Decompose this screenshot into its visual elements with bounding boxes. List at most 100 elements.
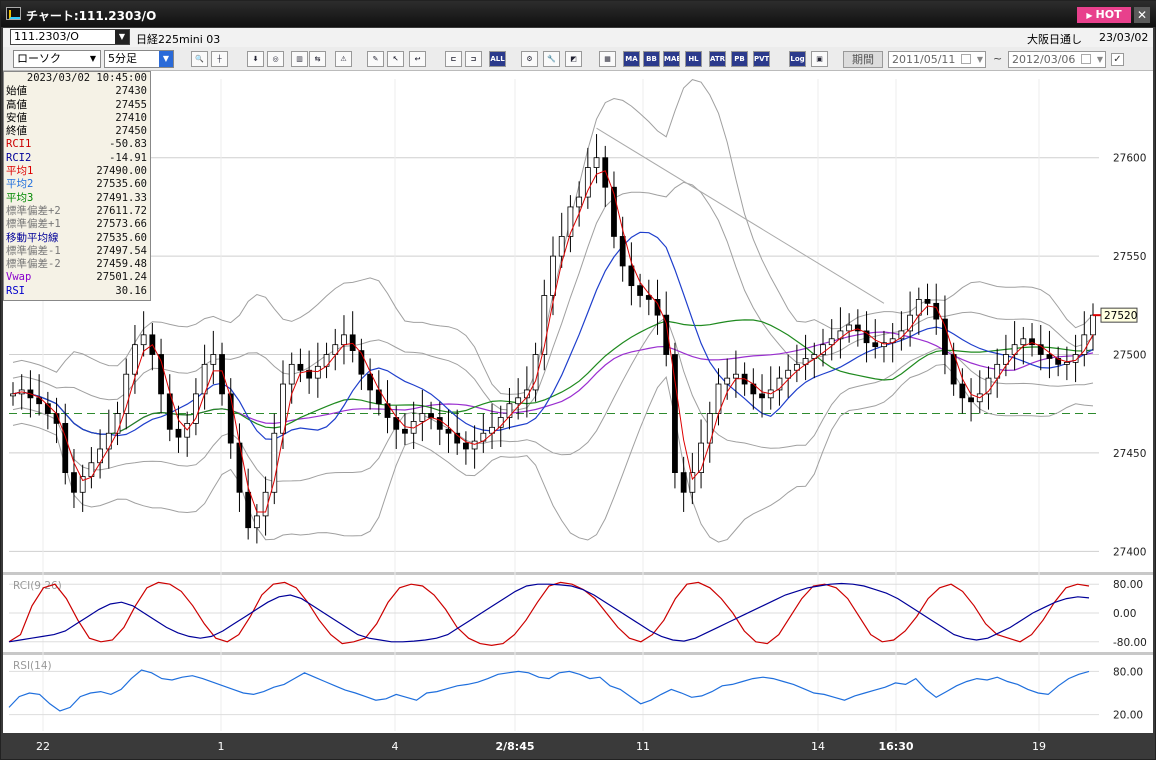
info-label: 高値 <box>6 98 27 111</box>
bb-minus1-line <box>12 316 1094 483</box>
info-row: 高値 27455 <box>4 99 150 112</box>
symbol-value: 111.2303/O <box>14 30 79 43</box>
session-label: 大阪日通し <box>1027 33 1082 46</box>
hot-button[interactable]: HOT <box>1077 7 1131 23</box>
candle-body <box>428 413 434 418</box>
candle-body <box>471 440 478 450</box>
candle-left-icon[interactable]: ⊏ <box>445 51 462 67</box>
title-bar[interactable]: チャート:111.2303/O HOT ✕ <box>1 1 1156 27</box>
magnify-chart-icon[interactable]: ◎ <box>267 51 284 67</box>
chart-canvas[interactable]: 27600 27550 27500 27450 27400 27520 80.00 0.00 -… <box>3 71 1153 759</box>
candle-body <box>793 363 800 371</box>
period-checkbox[interactable]: ✓ <box>1111 53 1124 66</box>
candle-body <box>497 417 504 428</box>
toolbar: ローソク ▼ 5分足 ▼ 🔍 ┼ ⬇ ◎ ▥ ⇆ ⚠ ✎ ↖ ↩ ⊏ ⊐ ALL ⚙ 🔧 ◩ ▦ MA BB MAE H… <box>3 47 1153 71</box>
info-label: 標準偏差-1 <box>6 244 61 257</box>
warning-icon[interactable]: ⚠ <box>335 51 352 67</box>
price-tick-label: 27600 <box>1113 153 1146 165</box>
candle-body <box>1003 354 1009 365</box>
pointer-icon[interactable]: ↖ <box>387 51 404 67</box>
instrument-name: 日経225mini 03 <box>136 33 221 46</box>
candle-body <box>1063 361 1070 365</box>
chevron-down-icon[interactable]: ▼ <box>159 51 173 67</box>
calendar-icon[interactable] <box>961 54 971 64</box>
zoom-icon[interactable]: 🔍 <box>191 51 208 67</box>
grid-icon[interactable]: ▦ <box>599 51 616 67</box>
candle-right-icon[interactable]: ⊐ <box>465 51 482 67</box>
candle-body <box>637 285 643 296</box>
pen-icon[interactable]: ✎ <box>367 51 384 67</box>
candle-body <box>306 369 313 379</box>
candle-body <box>907 314 913 332</box>
candle-body <box>837 330 844 340</box>
range-separator: ~ <box>993 52 1003 65</box>
candle-body <box>79 476 86 493</box>
pvt-icon[interactable]: PVT <box>753 51 770 67</box>
chevron-down-icon[interactable]: ▼ <box>976 55 983 64</box>
swap-icon[interactable]: ⇆ <box>309 51 326 67</box>
crosshair-icon[interactable]: ┼ <box>211 51 228 67</box>
chevron-down-icon[interactable]: ▼ <box>115 30 129 44</box>
candle-body <box>663 314 670 355</box>
bar-chart-icon[interactable]: ▥ <box>291 51 308 67</box>
window-title: チャート:111.2303/O <box>26 9 157 23</box>
symbol-select[interactable]: 111.2303/O ▼ <box>10 29 130 45</box>
panel-divider <box>3 652 1153 655</box>
current-price-box <box>1100 307 1138 323</box>
chevron-down-icon[interactable]: ▼ <box>1096 55 1103 64</box>
info-label: 標準偏差-2 <box>6 258 61 271</box>
chart-background <box>3 71 1153 759</box>
calendar-icon[interactable] <box>1081 54 1091 64</box>
time-tick-label: 11 <box>636 740 650 753</box>
pb-icon[interactable]: PB <box>731 51 748 67</box>
wrench-icon[interactable]: 🔧 <box>543 51 560 67</box>
candle-body <box>219 354 225 395</box>
candle-body <box>881 342 887 348</box>
info-value: 27501.24 <box>96 271 147 284</box>
candle-body <box>506 403 513 418</box>
hl-icon[interactable]: HL <box>685 51 702 67</box>
bb-icon[interactable]: BB <box>643 51 660 67</box>
chart-area[interactable]: 27600 27550 27500 27450 27400 27520 80.00 0.00 -… <box>3 71 1153 759</box>
time-tick-label: 16:30 <box>878 740 913 753</box>
info-row: 終値 27450 <box>4 125 150 138</box>
info-row: RCI2 -14.91 <box>4 152 150 165</box>
candle-body <box>567 206 574 237</box>
undo-icon[interactable]: ↩ <box>409 51 426 67</box>
info-row: 標準偏差-2 27459.48 <box>4 258 150 271</box>
interval-select[interactable]: 5分足 ▼ <box>104 50 174 68</box>
candle-body <box>1020 338 1027 346</box>
candle-body <box>1072 354 1079 363</box>
download-icon[interactable]: ⬇ <box>247 51 264 67</box>
period-button[interactable]: 期間 <box>843 51 883 68</box>
date-to-field[interactable]: 2012/03/06 ▼ <box>1008 51 1106 68</box>
chart-type-select[interactable]: ローソク ▼ <box>13 50 101 68</box>
date-from-value: 2011/05/11 <box>892 53 956 66</box>
date-from-field[interactable]: 2011/05/11 ▼ <box>888 51 986 68</box>
ma-icon[interactable]: MA <box>623 51 640 67</box>
candle-body <box>785 369 792 379</box>
panel-divider <box>3 572 1153 575</box>
mae-icon[interactable]: MAE <box>663 51 680 67</box>
candle-body <box>280 383 286 434</box>
settings-icon[interactable]: ⚙ <box>521 51 538 67</box>
candle-body <box>872 342 879 348</box>
close-button[interactable]: ✕ <box>1134 7 1150 23</box>
candle-body <box>942 318 948 355</box>
info-value: 27491.33 <box>96 191 147 204</box>
ma2-line <box>12 231 1094 440</box>
candle-body <box>71 472 77 493</box>
candle-body <box>463 442 469 450</box>
price-tick-label: 27550 <box>1113 251 1146 263</box>
info-row: 始値 27430 <box>4 85 150 98</box>
log-icon[interactable]: Log <box>789 51 806 67</box>
all-icon[interactable]: ALL <box>489 51 506 67</box>
info-value: 27459.48 <box>96 258 147 271</box>
chevron-down-icon[interactable]: ▼ <box>89 54 97 63</box>
time-axis-bar <box>3 733 1153 759</box>
color-icon[interactable]: ◩ <box>565 51 582 67</box>
bb-minus2-line <box>12 363 1094 543</box>
info-value: 27455 <box>115 98 147 111</box>
atr-icon[interactable]: ATR <box>709 51 726 67</box>
export-icon[interactable]: ▣ <box>811 51 828 67</box>
